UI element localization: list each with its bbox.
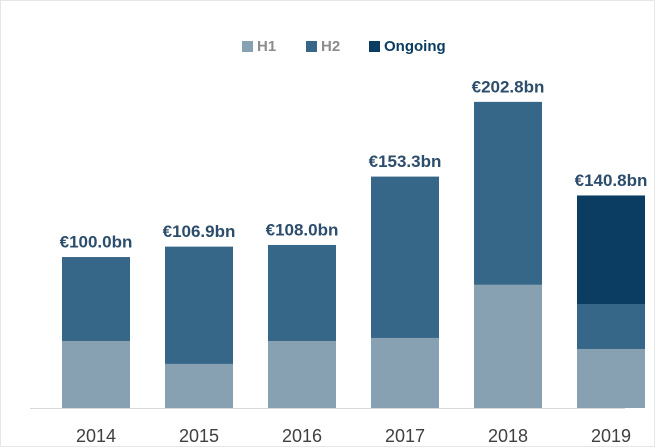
legend-swatch: [369, 41, 380, 52]
x-tick-label: 2019: [591, 426, 631, 446]
total-label: €106.9bn: [163, 222, 236, 241]
bar-segment: [268, 340, 336, 408]
x-tick-label: 2018: [488, 426, 528, 446]
bar-segment: [165, 246, 233, 364]
bar-segment: [268, 244, 336, 341]
legend-swatch: [306, 41, 317, 52]
bar-segment: [371, 176, 439, 338]
bar-segment: [62, 257, 130, 341]
x-tick-label: 2016: [282, 426, 322, 446]
bar-segment: [577, 195, 645, 304]
total-label: €108.0bn: [266, 220, 339, 239]
total-label: €100.0bn: [60, 233, 133, 252]
bar-segment: [577, 348, 645, 408]
bar-segment: [474, 101, 542, 285]
x-tick-label: 2017: [385, 426, 425, 446]
legend-label: Ongoing: [384, 38, 446, 55]
bar-segment: [474, 284, 542, 408]
x-tick-label: 2014: [76, 426, 116, 446]
legend-swatch: [242, 41, 253, 52]
bar-segment: [62, 340, 130, 408]
total-label: €153.3bn: [369, 152, 442, 171]
bar-segment: [371, 337, 439, 408]
total-label: €140.8bn: [575, 171, 648, 190]
total-label: €202.8bn: [472, 77, 545, 96]
bar-segment: [165, 363, 233, 408]
x-tick-label: 2015: [179, 426, 219, 446]
legend-label: H1: [257, 38, 276, 55]
legend-label: H2: [321, 38, 340, 55]
bar-segment: [577, 303, 645, 349]
